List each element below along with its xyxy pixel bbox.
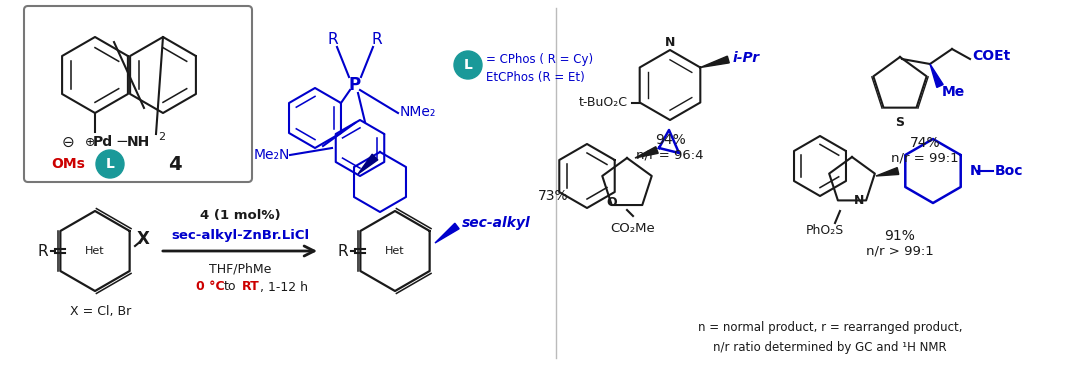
Text: R: R xyxy=(338,243,349,258)
Text: n/r = 96:4: n/r = 96:4 xyxy=(636,149,704,161)
Text: = CPhos ( R = Cy): = CPhos ( R = Cy) xyxy=(486,53,593,67)
Text: N: N xyxy=(970,164,982,178)
Text: Het: Het xyxy=(386,246,405,256)
Text: to: to xyxy=(224,280,237,294)
Text: 94%: 94% xyxy=(654,133,686,147)
Text: n = normal product, r = rearranged product,
n/r ratio determined by GC and ¹H NM: n = normal product, r = rearranged produ… xyxy=(698,321,962,355)
Text: EtCPhos (R = Et): EtCPhos (R = Et) xyxy=(486,71,584,83)
Text: OMs: OMs xyxy=(51,157,85,171)
Text: COEt: COEt xyxy=(972,49,1010,63)
Polygon shape xyxy=(930,64,943,87)
Text: Het: Het xyxy=(85,246,105,256)
Text: P: P xyxy=(349,76,361,94)
Text: Pd: Pd xyxy=(93,135,113,149)
Text: Me: Me xyxy=(942,85,966,99)
Text: PhO₂S: PhO₂S xyxy=(806,224,845,238)
Text: R: R xyxy=(372,33,382,48)
Text: 74%: 74% xyxy=(909,136,941,150)
Polygon shape xyxy=(435,223,459,243)
Text: n/r = 99:1: n/r = 99:1 xyxy=(891,152,959,164)
Text: −: − xyxy=(116,134,129,149)
Text: i-Pr: i-Pr xyxy=(732,51,759,64)
Text: X: X xyxy=(136,230,149,248)
Text: THF/PhMe: THF/PhMe xyxy=(208,262,271,276)
Text: CO₂Me: CO₂Me xyxy=(610,221,656,235)
Text: 4 (1 mol%): 4 (1 mol%) xyxy=(200,209,281,223)
Text: 4: 4 xyxy=(168,154,181,173)
Polygon shape xyxy=(700,56,729,67)
Text: , 1-12 h: , 1-12 h xyxy=(260,280,308,294)
FancyBboxPatch shape xyxy=(24,6,252,182)
Text: sec-alkyl: sec-alkyl xyxy=(462,216,530,230)
Circle shape xyxy=(96,150,124,178)
Text: Me₂N: Me₂N xyxy=(254,148,291,162)
Text: ⊖: ⊖ xyxy=(62,134,75,149)
Text: sec-alkyl-ZnBr.LiCl: sec-alkyl-ZnBr.LiCl xyxy=(171,228,309,242)
Circle shape xyxy=(454,51,482,79)
Text: X = Cl, Br: X = Cl, Br xyxy=(70,305,132,317)
Text: L: L xyxy=(463,58,472,72)
Text: N: N xyxy=(665,36,675,49)
Text: S: S xyxy=(895,116,905,130)
Text: 73%: 73% xyxy=(538,189,568,203)
Text: RT: RT xyxy=(242,280,260,294)
Text: t-BuO₂C: t-BuO₂C xyxy=(579,96,627,109)
Polygon shape xyxy=(357,154,378,174)
Text: NMe₂: NMe₂ xyxy=(400,105,436,119)
Text: NH: NH xyxy=(126,135,150,149)
Text: 2: 2 xyxy=(158,132,165,142)
Polygon shape xyxy=(635,147,658,158)
Text: 91%: 91% xyxy=(885,229,916,243)
Text: N: N xyxy=(854,194,864,207)
Text: ⊕: ⊕ xyxy=(84,135,95,149)
Text: n/r > 99:1: n/r > 99:1 xyxy=(866,244,934,258)
Text: R: R xyxy=(38,243,49,258)
Text: L: L xyxy=(106,157,114,171)
Polygon shape xyxy=(876,168,899,176)
Text: 0 °C: 0 °C xyxy=(195,280,225,294)
Text: O: O xyxy=(606,196,617,209)
Text: R: R xyxy=(327,33,338,48)
Text: Boc: Boc xyxy=(995,164,1024,178)
